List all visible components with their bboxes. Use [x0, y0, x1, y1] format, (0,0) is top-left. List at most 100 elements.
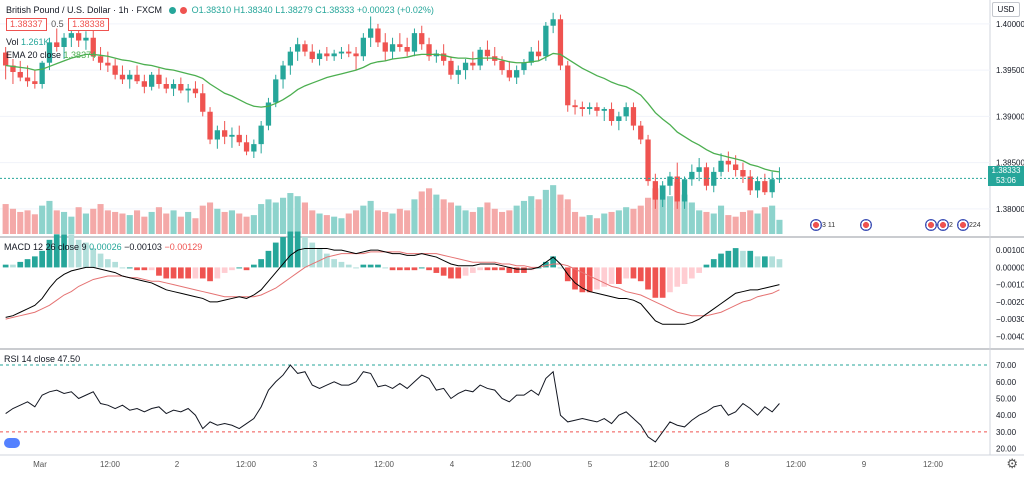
market-status-icon — [168, 7, 176, 15]
candle-body — [97, 56, 104, 63]
volume-bar — [623, 207, 630, 234]
volume-bar — [61, 211, 68, 234]
volume-bar — [345, 213, 352, 234]
volume-bar — [572, 211, 579, 234]
macd-histogram-bar — [10, 264, 16, 268]
volume-bar — [440, 199, 447, 234]
volume-bar — [170, 210, 177, 234]
candle-body — [565, 65, 571, 106]
volume-bar — [185, 211, 192, 234]
sell-button[interactable]: 1.38337 — [6, 18, 47, 31]
volume-bar — [134, 210, 141, 234]
macd-histogram-bar — [360, 264, 367, 268]
candle-body — [258, 125, 264, 145]
uk-flag-icon — [937, 219, 949, 231]
volume-bar — [557, 194, 564, 234]
candle-body — [236, 134, 242, 143]
macd-histogram-bar — [221, 267, 228, 273]
cloud-icon[interactable] — [4, 438, 20, 448]
volume-bar — [141, 216, 148, 234]
macd-histogram-bar — [316, 248, 323, 268]
volume-bar — [155, 207, 162, 234]
macd-histogram-bar — [440, 267, 447, 276]
volume-bar — [477, 207, 484, 234]
settings-gear-icon[interactable]: ⚙ — [1006, 456, 1018, 471]
event-label-4: 224 — [969, 221, 981, 229]
macd-tick-label: −0.00400 — [996, 332, 1024, 341]
candle-body — [214, 130, 220, 140]
volume-bar — [564, 199, 571, 234]
macd-histogram-bar — [338, 261, 345, 268]
candle-body — [579, 107, 585, 109]
volume-bar — [280, 197, 287, 234]
candle-body — [462, 62, 469, 71]
time-tick-label: 4 — [450, 460, 455, 469]
volume-bar — [90, 208, 97, 234]
volume-bar — [645, 197, 652, 234]
time-tick-label: 2 — [175, 460, 180, 469]
macd-histogram-bar — [192, 267, 199, 279]
macd-histogram-bar — [689, 267, 695, 279]
volume-bar — [82, 213, 89, 234]
macd-histogram-bar — [572, 267, 578, 290]
volume-bar — [513, 205, 520, 234]
volume-bar — [112, 211, 119, 234]
volume-bar — [696, 210, 703, 234]
candle-body — [76, 33, 82, 41]
event-marker-3[interactable]: 2 — [925, 219, 953, 231]
candle-body — [660, 185, 666, 200]
macd-histogram-bar — [2, 264, 9, 268]
macd-histogram-bar — [324, 253, 330, 268]
event-marker-1[interactable]: 3 11 — [810, 219, 835, 231]
volume-bar — [491, 208, 498, 234]
candle-body — [331, 53, 337, 57]
macd-histogram-bar — [105, 259, 111, 268]
volume-bar — [433, 194, 440, 234]
candle-body — [141, 81, 147, 87]
candle-body — [535, 51, 542, 57]
macd-histogram-bar — [345, 264, 352, 268]
volume-bar — [9, 208, 16, 234]
currency-selector[interactable]: USD — [992, 2, 1020, 17]
macd-tick-label: 0.00100 — [996, 246, 1024, 255]
volume-legend: Vol 1.261K — [6, 36, 50, 48]
volume-bar — [681, 194, 688, 234]
volume-bar — [652, 188, 659, 234]
volume-bar — [119, 213, 126, 234]
volume-bar — [725, 215, 732, 234]
macd-histogram-bar — [455, 267, 462, 279]
candle-body — [353, 53, 359, 57]
candle-body — [499, 60, 505, 71]
event-marker-4[interactable]: 224 — [957, 219, 981, 231]
us-flag-icon — [957, 219, 969, 231]
volume-bar — [484, 202, 491, 234]
macd-histogram-bar — [134, 267, 140, 271]
volume-bar — [126, 215, 133, 234]
macd-histogram-bar — [83, 242, 89, 268]
volume-bar — [528, 196, 535, 234]
macd-histogram-bar — [630, 267, 637, 279]
event-marker-2[interactable] — [860, 219, 872, 231]
macd-histogram-bar — [616, 267, 622, 284]
low-value: L1.38279 — [275, 5, 313, 15]
candle-body — [455, 70, 461, 75]
volume-bar — [747, 210, 754, 234]
candle-body — [630, 107, 637, 126]
candle-body — [696, 167, 702, 172]
candle-body — [280, 65, 286, 80]
candle-body — [346, 51, 352, 54]
macd-histogram-bar — [367, 264, 374, 268]
macd-histogram-bar — [163, 267, 170, 279]
candle-body — [200, 93, 206, 112]
volume-bar — [535, 199, 542, 234]
macd-histogram-bar — [557, 267, 564, 269]
macd-histogram-bar — [119, 267, 126, 269]
volume-bar — [207, 202, 214, 234]
volume-bar — [601, 213, 608, 234]
macd-histogram-bar — [17, 261, 24, 268]
candle-body — [747, 176, 753, 191]
candle-body — [681, 179, 688, 202]
buy-button[interactable]: 1.38338 — [68, 18, 109, 31]
